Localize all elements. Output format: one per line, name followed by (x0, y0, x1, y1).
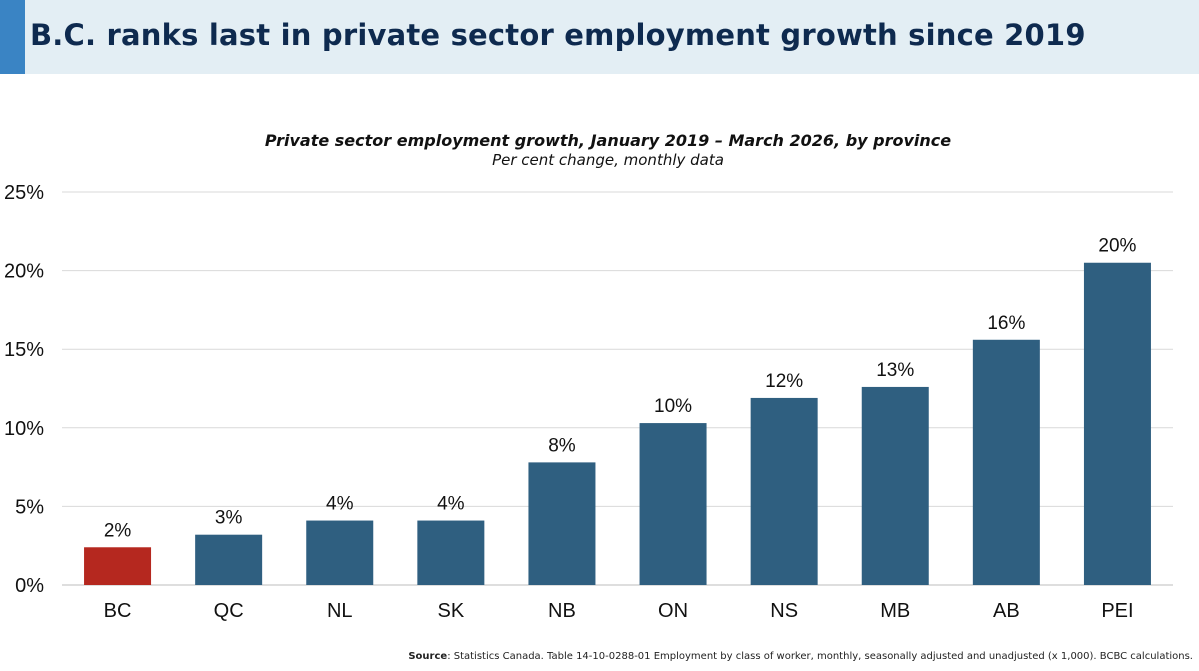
y-tick-label: 0% (15, 575, 44, 597)
bar-qc (195, 534, 263, 585)
data-label-on: 10% (654, 396, 692, 417)
bar-sk (417, 520, 485, 585)
bar-ab (972, 339, 1040, 585)
page-title: B.C. ranks last in private sector employ… (30, 18, 1086, 52)
y-tick-label: 10% (4, 418, 44, 440)
source-label: Source (408, 651, 448, 662)
x-tick-label-nb: NB (548, 600, 576, 622)
y-tick-label: 5% (15, 496, 44, 518)
chart-title: Private sector employment growth, Januar… (265, 131, 951, 150)
x-tick-label-ab: AB (993, 600, 1020, 622)
title-banner: B.C. ranks last in private sector employ… (0, 0, 1199, 74)
y-tick-label: 25% (4, 182, 44, 204)
data-label-sk: 4% (437, 494, 465, 515)
x-tick-label-nl: NL (327, 600, 353, 622)
x-tick-label-mb: MB (880, 600, 910, 622)
data-label-ab: 16% (987, 313, 1025, 334)
data-label-pei: 20% (1098, 236, 1136, 257)
y-axis-ticks: 0% 5% 10% 15% 20% 25% (4, 182, 44, 597)
bar-on (639, 423, 707, 585)
bars (84, 262, 1151, 585)
y-tick-label: 15% (4, 339, 44, 361)
bar-nl (306, 520, 374, 585)
data-label-qc: 3% (215, 508, 243, 529)
source-text: : Statistics Canada. Table 14-10-0288-01… (447, 651, 1193, 662)
data-labels: 2% 3% 4% 4% 8% 10% 12% 13% 16% 20% (104, 236, 1137, 542)
x-tick-label-qc: QC (214, 600, 244, 622)
x-tick-label-bc: BC (104, 600, 132, 622)
data-label-bc: 2% (104, 520, 132, 541)
x-tick-label-pei: PEI (1101, 600, 1133, 622)
bar-pei (1083, 262, 1151, 585)
bar-ns (750, 397, 818, 585)
banner-accent-bar (0, 0, 25, 74)
data-label-nl: 4% (326, 494, 354, 515)
x-tick-label-ns: NS (770, 600, 798, 622)
data-label-mb: 13% (876, 360, 914, 381)
x-tick-label-sk: SK (438, 600, 465, 622)
bar-bc (84, 547, 152, 585)
data-label-nb: 8% (548, 435, 576, 456)
bar-nb (528, 462, 596, 585)
y-tick-label: 20% (4, 261, 44, 283)
data-label-ns: 12% (765, 371, 803, 392)
source-note: Source: Statistics Canada. Table 14-10-0… (408, 651, 1193, 662)
x-axis-ticks: BC QC NL SK NB ON NS MB AB PEI (104, 600, 1134, 622)
bar-mb (861, 386, 929, 585)
x-tick-label-on: ON (658, 600, 688, 622)
chart-subtitle: Per cent change, monthly data (492, 151, 724, 169)
